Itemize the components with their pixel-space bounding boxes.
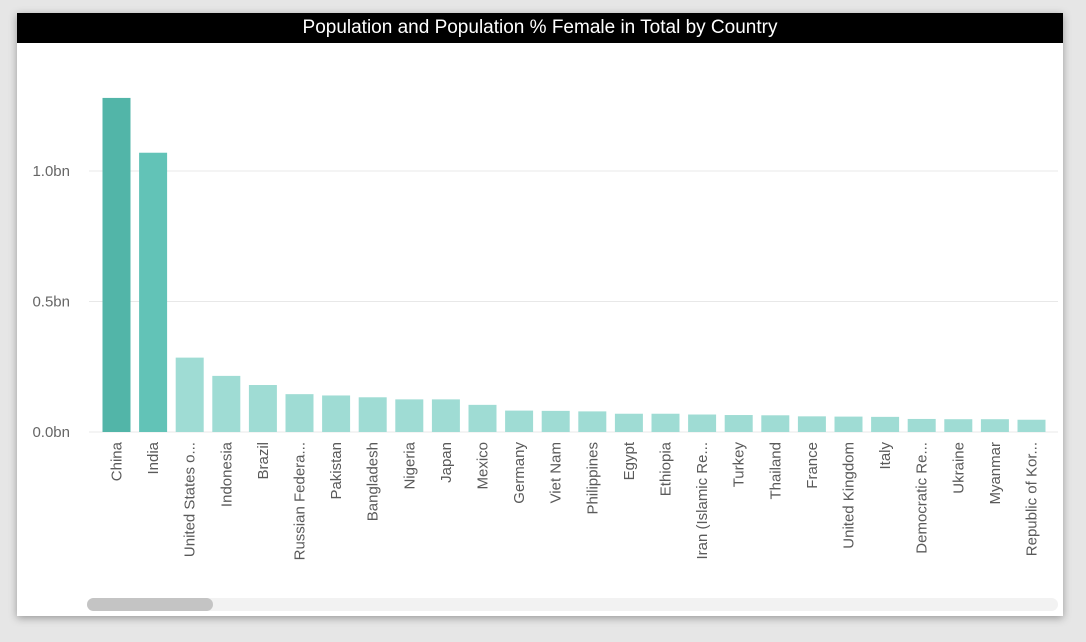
- y-tick-label: 0.0bn: [32, 424, 70, 441]
- x-category-label: Myanmar: [987, 442, 1004, 505]
- bar[interactable]: [395, 399, 424, 432]
- x-category-label: Nigeria: [401, 441, 418, 489]
- x-category-label: Italy: [877, 442, 894, 470]
- x-category-label: Pakistan: [328, 442, 345, 500]
- bar[interactable]: [468, 404, 497, 432]
- x-category-label: Republic of Kor...: [1024, 442, 1041, 556]
- bar[interactable]: [139, 152, 168, 433]
- bar[interactable]: [102, 97, 131, 433]
- x-category-label: China: [109, 441, 126, 481]
- bar[interactable]: [614, 413, 643, 432]
- bar[interactable]: [322, 395, 351, 432]
- bar[interactable]: [285, 394, 314, 432]
- bar[interactable]: [651, 413, 680, 432]
- x-category-label: United Kingdom: [841, 442, 858, 549]
- horizontal-scrollbar[interactable]: [87, 598, 1058, 611]
- bar[interactable]: [1017, 419, 1046, 432]
- bar[interactable]: [248, 385, 277, 432]
- bar[interactable]: [907, 418, 936, 432]
- bar[interactable]: [834, 416, 863, 432]
- bar[interactable]: [797, 416, 826, 432]
- bar[interactable]: [431, 399, 460, 432]
- scrollbar-thumb[interactable]: [87, 598, 213, 611]
- y-tick-label: 1.0bn: [32, 163, 70, 180]
- x-category-label: Germany: [511, 442, 528, 504]
- x-category-label: Ukraine: [950, 442, 967, 494]
- bar[interactable]: [944, 419, 973, 432]
- bar[interactable]: [871, 416, 900, 432]
- bar[interactable]: [761, 415, 790, 432]
- x-category-label: France: [804, 442, 821, 489]
- x-category-label: Turkey: [731, 442, 748, 488]
- y-axis-ticks: 0.0bn 0.5bn 1.0bn: [32, 163, 70, 441]
- x-category-label: Thailand: [767, 442, 784, 500]
- x-category-label: Mexico: [475, 442, 492, 490]
- x-category-label: Indonesia: [218, 441, 235, 507]
- bars: [102, 97, 1046, 433]
- x-category-label: Brazil: [255, 442, 272, 480]
- bar[interactable]: [578, 411, 607, 432]
- x-category-label: India: [145, 441, 162, 474]
- x-category-label: Iran (Islamic Re...: [694, 442, 711, 560]
- y-tick-label: 0.5bn: [32, 294, 70, 311]
- x-category-label: Japan: [438, 442, 455, 483]
- bar[interactable]: [505, 410, 534, 432]
- bar[interactable]: [175, 357, 204, 432]
- bar[interactable]: [541, 410, 570, 432]
- x-category-label: Ethiopia: [658, 441, 675, 496]
- x-category-label: Russian Federa...: [292, 442, 309, 560]
- x-axis-labels: China India United States o... Indonesia Bra…: [109, 441, 1041, 560]
- bar[interactable]: [688, 414, 717, 432]
- bar[interactable]: [212, 375, 241, 432]
- bar[interactable]: [724, 415, 753, 432]
- x-category-label: United States o...: [182, 442, 199, 557]
- x-category-label: Democratic Re...: [914, 442, 931, 554]
- bar-chart: 0.0bn 0.5bn 1.0bn China India United States …: [32, 97, 1058, 560]
- bar[interactable]: [358, 397, 387, 432]
- bar[interactable]: [980, 419, 1009, 432]
- x-category-label: Viet Nam: [548, 442, 565, 503]
- chart-card: Population and Population % Female in To…: [17, 13, 1063, 616]
- x-category-label: Bangladesh: [365, 442, 382, 521]
- chart-title: Population and Population % Female in To…: [17, 13, 1063, 43]
- x-category-label: Philippines: [584, 442, 601, 515]
- x-category-label: Egypt: [621, 441, 638, 480]
